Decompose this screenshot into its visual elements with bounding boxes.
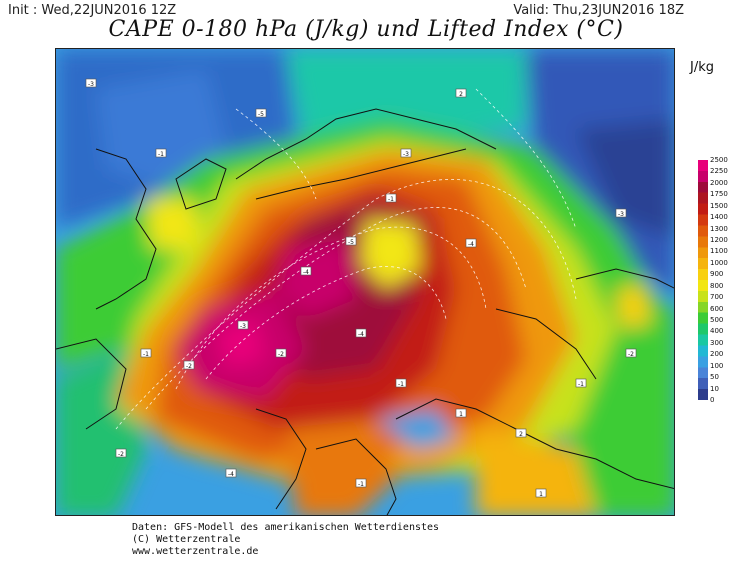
li-box xyxy=(385,193,397,203)
li-value: 2 xyxy=(459,91,463,98)
li-value: -1 xyxy=(158,151,164,158)
li-box xyxy=(455,88,467,98)
li-value: -2 xyxy=(278,351,284,358)
weather-map[interactable]: -1 -2 -3 -4 -5 -1 -3 -2 -4 -1 1 2 -1 -2 … xyxy=(55,48,675,516)
li-value: -4 xyxy=(303,269,309,276)
li-value: -2 xyxy=(186,363,192,370)
footer-url[interactable]: www.wetterzentrale.de xyxy=(132,546,259,557)
scale-label: 600 xyxy=(710,304,724,313)
li-box xyxy=(225,468,237,478)
li-box xyxy=(85,78,97,88)
li-box xyxy=(625,348,637,358)
legend-unit: J/kg xyxy=(690,60,714,75)
lifted-index-labels: -1 -2 -3 -4 -5 -1 -3 -2 -4 -1 1 2 -1 -2 … xyxy=(85,78,637,498)
scale-label: 800 xyxy=(710,281,724,290)
li-value: -1 xyxy=(143,351,149,358)
li-value: -1 xyxy=(398,381,404,388)
scale-label: 1300 xyxy=(710,224,728,233)
li-box xyxy=(155,148,167,158)
li-value: -1 xyxy=(358,481,364,488)
li-value: -5 xyxy=(348,239,354,246)
li-box xyxy=(615,208,627,218)
li-value: -3 xyxy=(618,211,624,218)
li-value: -4 xyxy=(468,241,474,248)
map-title: CAPE 0-180 hPa (J/kg) und Lifted Index (… xyxy=(108,17,624,42)
li-value: -2 xyxy=(118,451,124,458)
li-box xyxy=(515,428,527,438)
li-box xyxy=(455,408,467,418)
li-box xyxy=(400,148,412,158)
li-box xyxy=(535,488,547,498)
li-box xyxy=(300,266,312,276)
scale-label: 2250 xyxy=(710,167,728,176)
scale-label: 1750 xyxy=(710,190,728,199)
li-box xyxy=(355,478,367,488)
scale-label: 50 xyxy=(710,373,719,382)
li-value: -3 xyxy=(88,81,94,88)
scale-label: 500 xyxy=(710,316,724,324)
li-value: -1 xyxy=(578,381,584,388)
scale-label: 0 xyxy=(710,396,715,404)
li-value: 1 xyxy=(539,491,543,498)
li-box xyxy=(255,108,267,118)
li-box xyxy=(115,448,127,458)
scale-label: 900 xyxy=(710,270,724,279)
li-box xyxy=(575,378,587,388)
valid-time-label: Valid: Thu,23JUN2016 18Z xyxy=(513,3,684,18)
li-box xyxy=(275,348,287,358)
scale-label: 1000 xyxy=(710,258,728,267)
scale-label: 300 xyxy=(710,338,724,347)
scale-label: 2500 xyxy=(710,156,728,164)
li-value: -1 xyxy=(388,196,394,203)
li-box xyxy=(140,348,152,358)
footer: Daten: GFS-Modell des amerikanischen Wet… xyxy=(132,522,439,558)
init-time-label: Init : Wed,22JUN2016 12Z xyxy=(8,3,177,18)
li-value: -4 xyxy=(358,331,364,338)
scale-label: 1200 xyxy=(710,236,728,244)
scale-label: 400 xyxy=(710,327,724,336)
li-box xyxy=(183,360,195,370)
li-box xyxy=(237,320,249,330)
li-value: -5 xyxy=(258,111,264,118)
footer-copyright: (C) Wetterzentrale xyxy=(132,534,241,545)
li-value: -4 xyxy=(228,471,234,478)
scale-label: 700 xyxy=(710,293,724,302)
scale-label: 100 xyxy=(710,361,724,370)
lifted-index-contours xyxy=(115,88,577,430)
footer-data-source: Daten: GFS-Modell des amerikanischen Wet… xyxy=(132,522,440,533)
li-value: 1 xyxy=(459,411,463,418)
scale-label: 1100 xyxy=(710,247,728,256)
scale-label: 2000 xyxy=(710,178,728,187)
coastlines xyxy=(56,108,674,515)
scale-label: 1500 xyxy=(710,201,728,210)
li-value: -2 xyxy=(628,351,634,358)
scale-label: 200 xyxy=(710,350,724,359)
scale-label: 10 xyxy=(710,384,719,393)
li-value: -3 xyxy=(403,151,409,158)
color-scale-bar xyxy=(698,160,708,400)
li-box xyxy=(465,238,477,248)
cape-field-map: -1 -2 -3 -4 -5 -1 -3 -2 -4 -1 1 2 -1 -2 … xyxy=(56,49,674,515)
li-box xyxy=(355,328,367,338)
scale-label: 1400 xyxy=(710,213,728,222)
li-value: -3 xyxy=(240,323,246,330)
li-box xyxy=(345,236,357,246)
li-value: 2 xyxy=(519,431,523,438)
li-box xyxy=(395,378,407,388)
